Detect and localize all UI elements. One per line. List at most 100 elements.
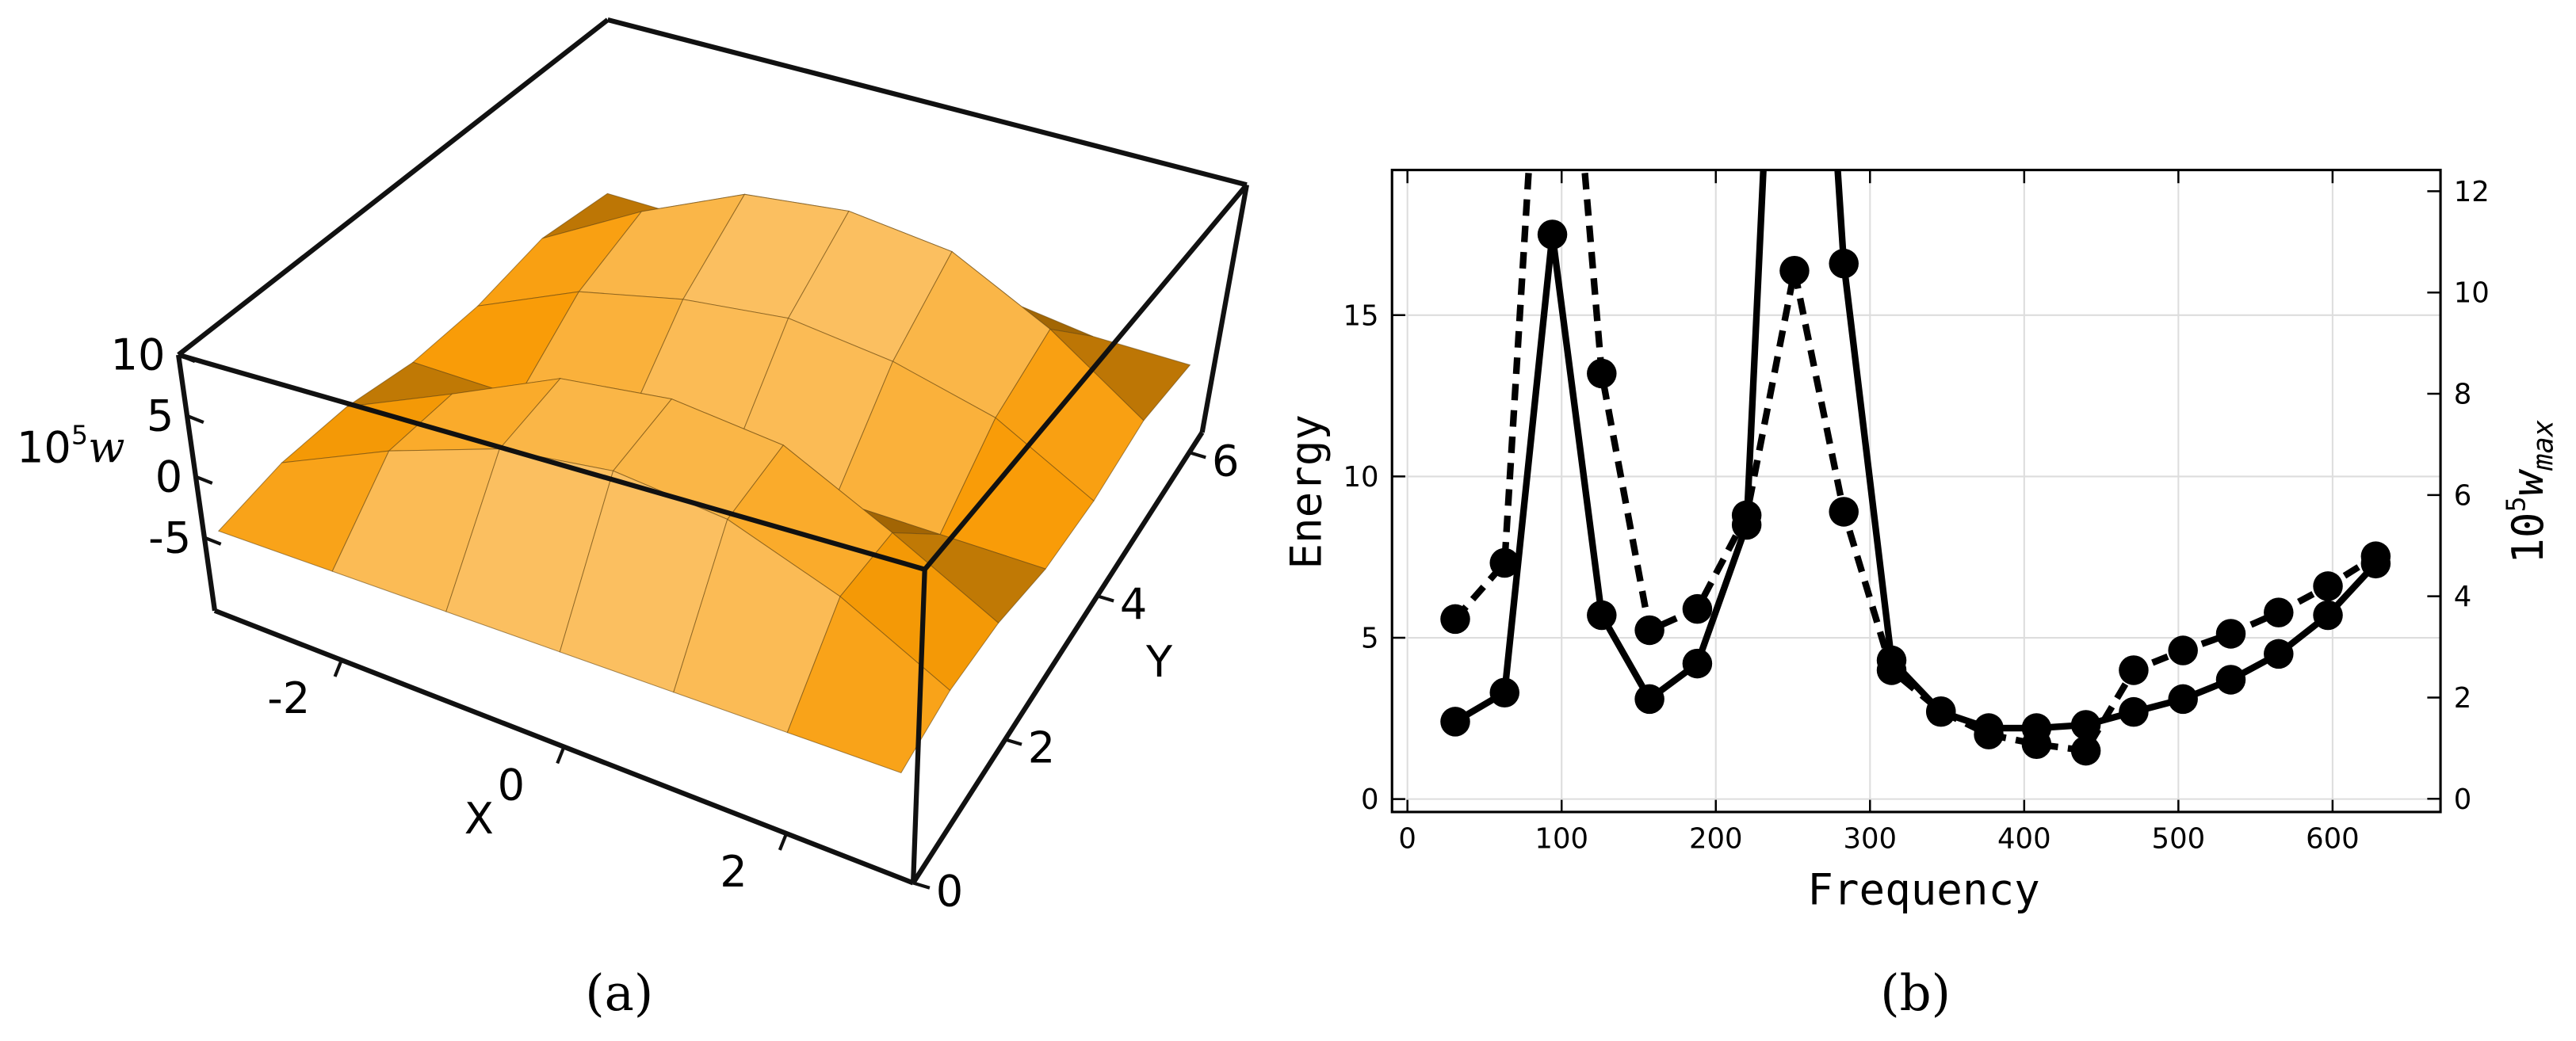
data-point	[2021, 729, 2052, 760]
y-tick	[1004, 738, 1022, 746]
z-tick-label: 10	[111, 330, 166, 380]
data-point	[2215, 619, 2246, 649]
data-point	[1682, 648, 1713, 679]
data-point	[2264, 597, 2294, 627]
data-point	[2215, 665, 2246, 695]
z-label-base: 10	[17, 422, 71, 472]
y-tick	[1096, 594, 1114, 603]
y2-tick-label: 0	[2454, 784, 2472, 816]
y2-tick-label: 4	[2454, 581, 2472, 613]
x-tick-label: 0	[1398, 823, 1416, 856]
box-edge	[606, 17, 1248, 188]
data-point	[2313, 571, 2343, 601]
data-point	[1440, 707, 1470, 737]
plot-area	[1440, 170, 2391, 766]
z-tick-label: 5	[147, 391, 174, 441]
y-tick-label: 0	[936, 867, 963, 917]
x-tick	[333, 659, 343, 677]
x-tick-label: 400	[1997, 823, 2051, 856]
data-point	[1926, 696, 1956, 726]
y2-tick-label: 2	[2454, 682, 2472, 715]
box-edge	[176, 354, 218, 612]
y-tick-label: 4	[1120, 579, 1147, 629]
x-tick-label: 600	[2306, 823, 2360, 856]
data-point	[1829, 248, 1859, 279]
y-tick	[912, 881, 931, 890]
caption-b: (b)	[1880, 964, 1951, 1022]
z-axis-label: 105w	[17, 419, 125, 472]
box-edge	[911, 431, 1205, 885]
y2-tick-label: 12	[2454, 176, 2490, 208]
x-tick	[556, 745, 566, 765]
y-tick-label: 2	[1028, 723, 1055, 773]
y-tick-label: 10	[1343, 461, 1379, 494]
z-tick	[186, 414, 204, 425]
box-edge	[177, 17, 610, 357]
caption-a: (a)	[585, 964, 653, 1022]
x-tick-label: -2	[267, 673, 310, 723]
z-label-exp: 5	[71, 419, 88, 450]
data-point	[2264, 639, 2294, 669]
z-tick	[178, 353, 196, 364]
y2-label-var: w	[2503, 468, 2553, 496]
y-tick-label: 0	[1361, 784, 1379, 816]
data-point	[1876, 655, 1907, 685]
data-point	[2119, 696, 2149, 727]
data-point	[2119, 655, 2149, 685]
y2-axis-label: 105wmax	[2500, 420, 2559, 564]
x-axis-label-b: Frequency	[1807, 865, 2039, 915]
plot-frame	[1390, 169, 2442, 814]
surface-cell	[786, 596, 951, 774]
data-point	[1974, 719, 2004, 749]
z-tick	[195, 475, 213, 485]
y2-tick-label: 6	[2454, 479, 2472, 512]
y-tick-label: 5	[1361, 623, 1379, 655]
data-point	[1440, 604, 1470, 635]
x-tick-label: 200	[1689, 823, 1743, 856]
box-edge	[178, 352, 926, 572]
data-point	[1682, 593, 1713, 624]
z-label-var: w	[88, 422, 124, 472]
data-point	[1779, 255, 1810, 286]
x-tick	[778, 833, 789, 851]
y-axis-label: Y	[1145, 637, 1173, 687]
data-point	[2313, 600, 2343, 631]
data-point	[1731, 500, 1762, 531]
y-tick-label: 15	[1343, 299, 1379, 332]
y-tick	[1188, 451, 1206, 459]
data-point	[1537, 219, 1568, 250]
x-tick-label: 300	[1843, 823, 1897, 856]
data-point	[2360, 541, 2391, 571]
x-axis-label: X	[464, 794, 494, 844]
box-edge	[923, 183, 1249, 571]
data-point	[1829, 497, 1859, 527]
y2-label-exp: 5	[2500, 496, 2531, 512]
data-point	[2168, 684, 2198, 715]
series-line	[1452, 170, 2378, 755]
data-point	[2168, 635, 2198, 665]
data-point	[1587, 600, 1617, 631]
y2-label-base: 10	[2503, 512, 2553, 563]
y-axis-label-b: Energy	[1282, 414, 1332, 570]
z-tick	[204, 536, 222, 546]
surface	[217, 193, 1191, 774]
data-point	[2070, 735, 2101, 766]
box-edge	[1199, 184, 1249, 433]
box-edge	[910, 569, 927, 883]
x-tick-label: 100	[1535, 823, 1588, 856]
z-tick-label: -5	[148, 513, 191, 562]
z-tick-label: 0	[155, 452, 182, 501]
y2-label-sub: max	[2528, 420, 2560, 471]
data-point	[1489, 677, 1519, 707]
data-point	[1634, 684, 1664, 715]
y2-tick-label: 8	[2454, 379, 2472, 411]
x-tick-label: 0	[498, 760, 525, 810]
x-tick-label: 500	[2152, 823, 2206, 856]
y2-tick-label: 10	[2454, 277, 2490, 310]
data-point	[1489, 547, 1519, 578]
data-point	[1634, 615, 1664, 646]
x-tick-label: 2	[720, 847, 747, 897]
data-point	[1587, 358, 1617, 389]
y-tick-label: 6	[1212, 436, 1239, 486]
